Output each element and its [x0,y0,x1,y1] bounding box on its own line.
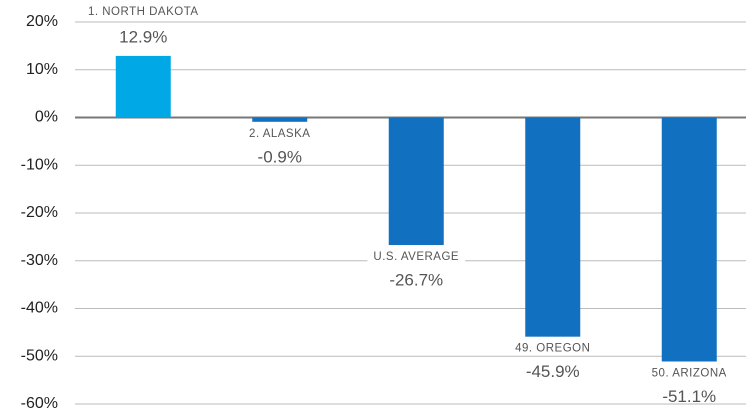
y-tick-label: 10% [26,61,58,78]
category-label-bg [367,251,466,264]
value-label: -0.9% [258,147,302,166]
category-label: 1. NORTH DAKOTA [88,6,199,18]
value-label: -51.1% [662,387,716,406]
category-label-bg [81,5,205,18]
value-label: -26.7% [389,270,443,289]
category-label-bg [243,127,317,140]
bar [661,117,717,362]
category-label-bg [509,342,597,355]
y-tick-label: 0% [35,109,58,126]
y-tick-label: 20% [26,13,58,30]
y-tick-label: -10% [21,156,58,173]
bar [388,117,444,245]
y-tick-label: -60% [21,395,58,412]
y-tick-label: -20% [21,204,58,221]
value-label: -45.9% [526,362,580,381]
bar [115,55,171,118]
bar [252,117,308,122]
category-label: 50. ARIZONA [652,368,727,380]
category-label-bg [645,367,733,380]
category-label: 2. ALASKA [249,128,310,140]
bar [525,117,581,337]
category-label: U.S. AVERAGE [373,251,459,263]
category-label: 49. OREGON [515,343,590,355]
y-tick-label: -40% [21,300,58,317]
value-label: 12.9% [119,27,167,46]
y-tick-label: -30% [21,252,58,269]
y-tick-label: -50% [21,347,58,364]
